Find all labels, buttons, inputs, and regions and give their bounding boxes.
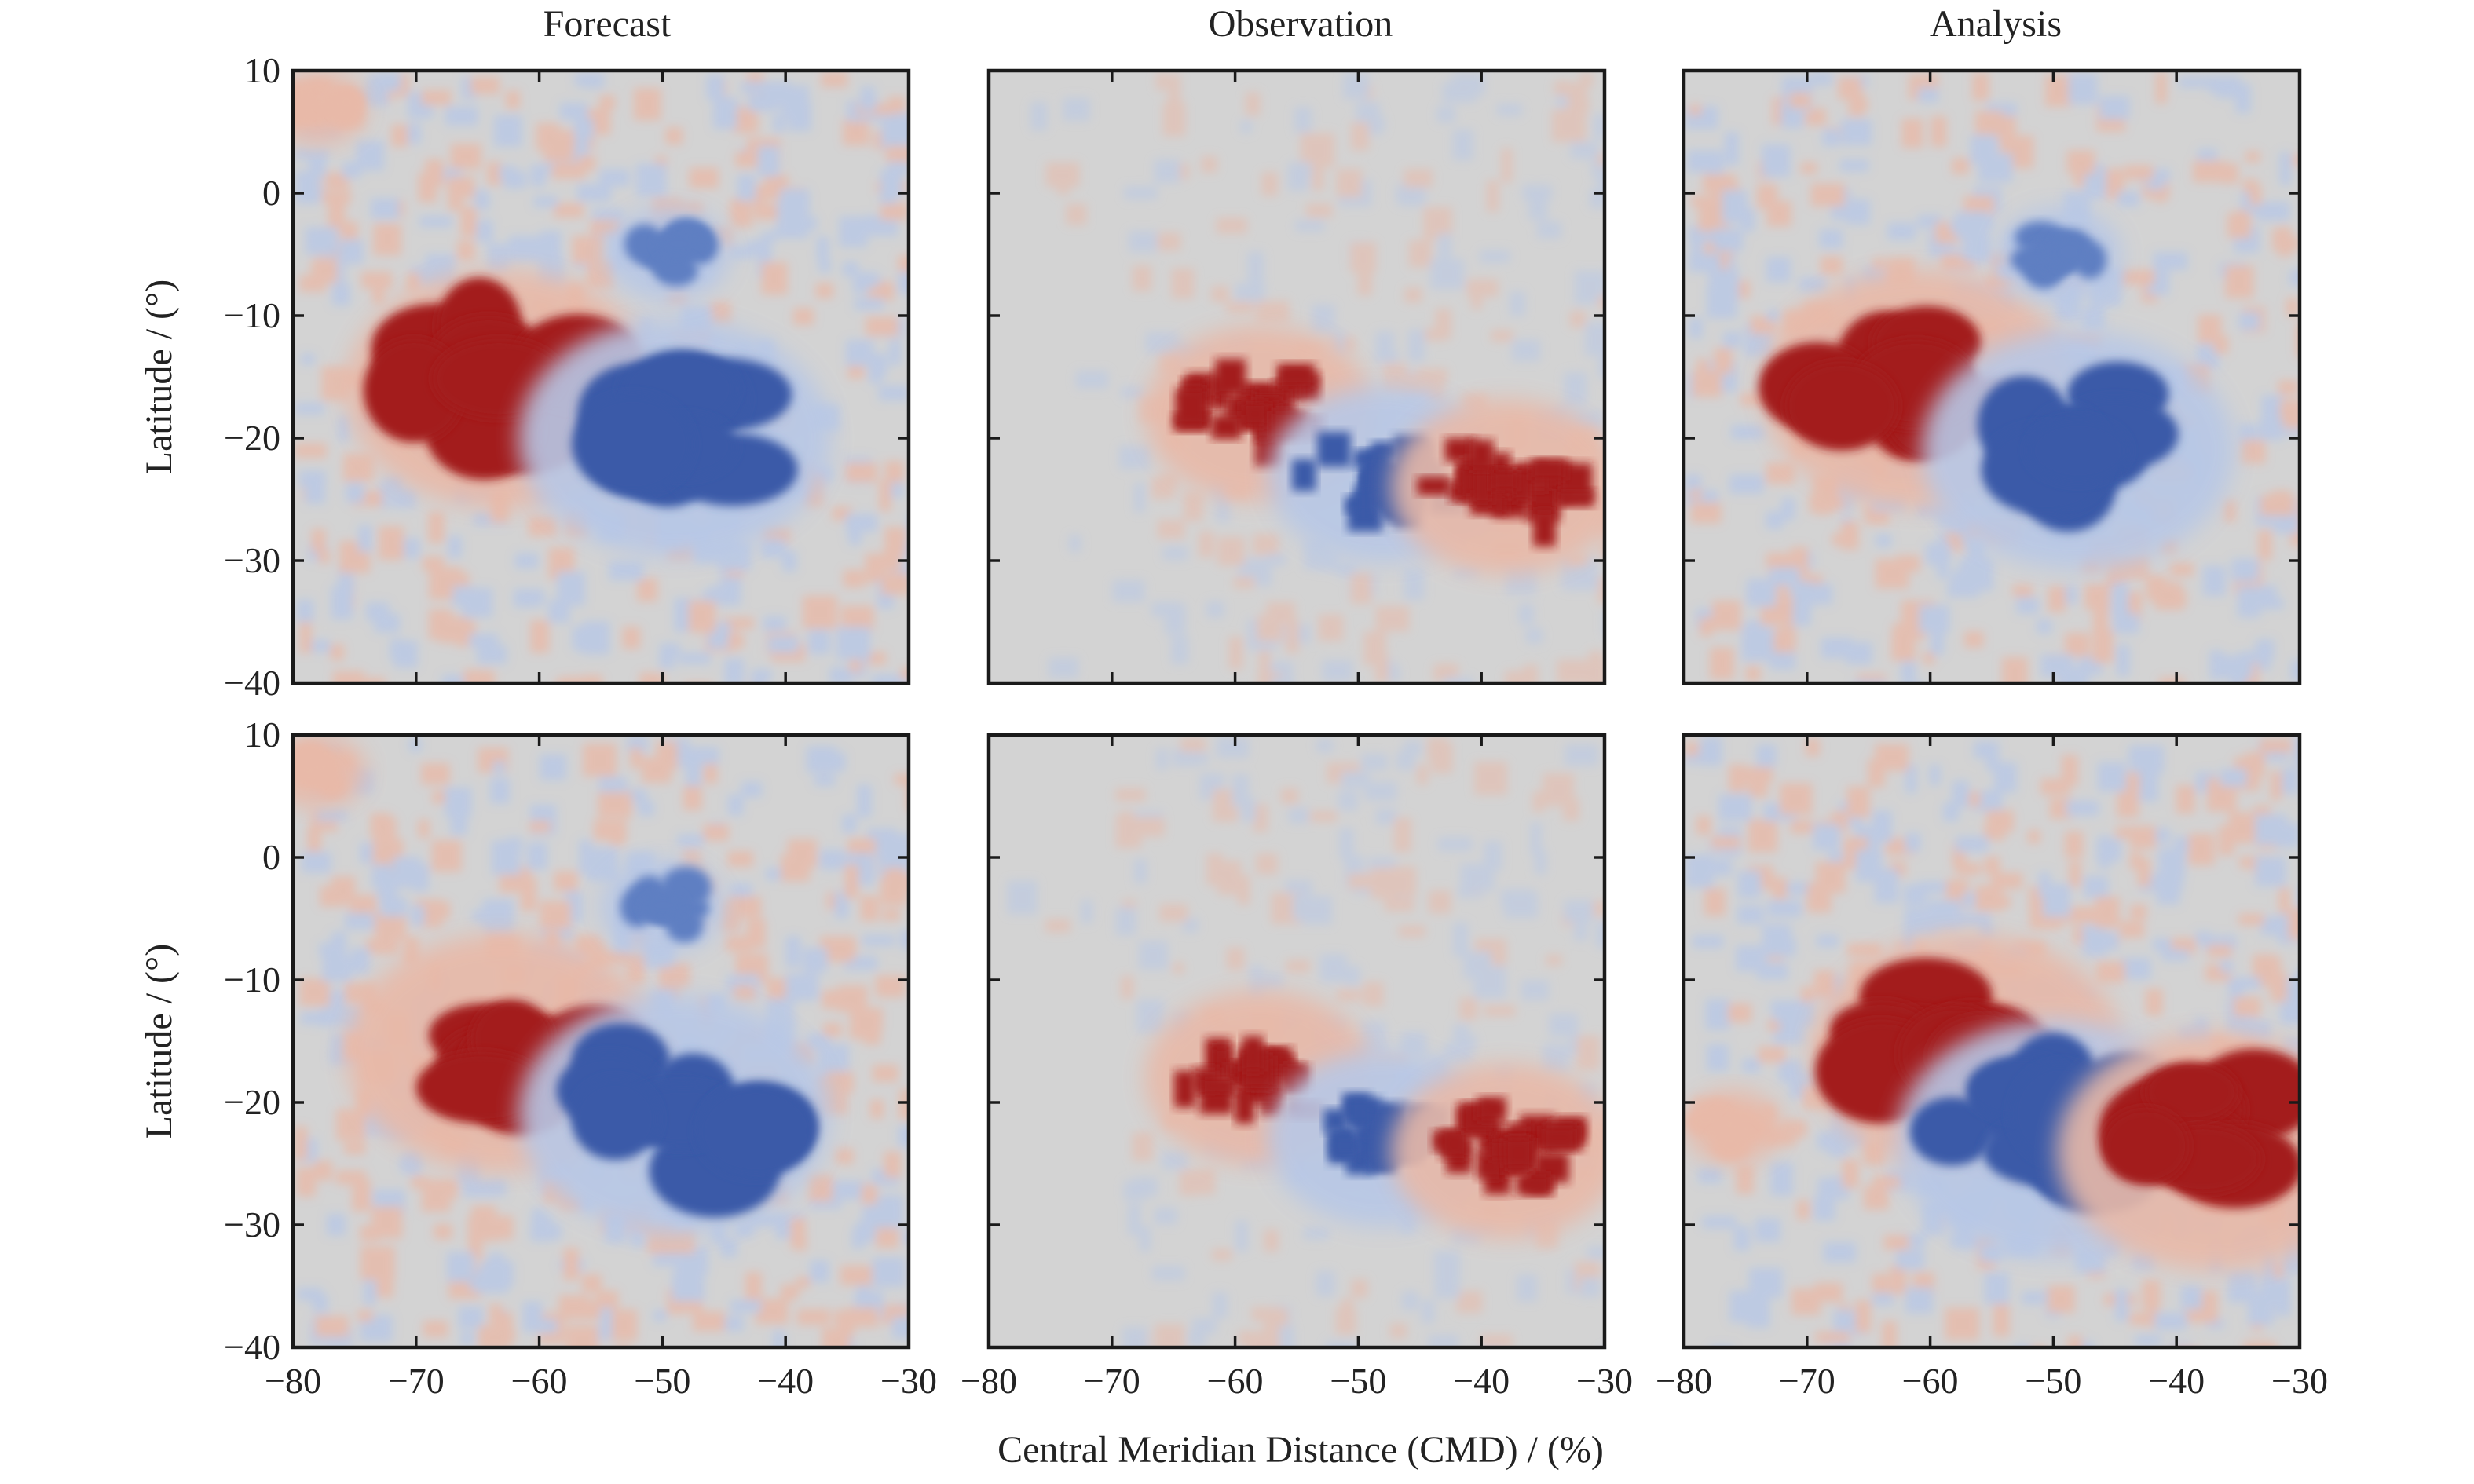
feature-negative-1 bbox=[518, 995, 832, 1234]
feature-positive-3 bbox=[293, 71, 368, 145]
y-tick-label: −10 bbox=[224, 959, 280, 1000]
x-tick-label: −30 bbox=[880, 1361, 937, 1401]
y-tick-label: −30 bbox=[224, 540, 280, 580]
panel-frame bbox=[291, 68, 911, 685]
feature-negative-2 bbox=[599, 858, 726, 955]
x-tick-label: −70 bbox=[388, 1361, 445, 1401]
y-tick-label: −30 bbox=[224, 1204, 280, 1245]
panel-forecast-row1: 10 0 −10 −20 −30 −40 bbox=[224, 50, 911, 703]
feature-positive-2 bbox=[2056, 1032, 2300, 1271]
col-title-analysis: Analysis bbox=[1930, 3, 2062, 45]
y-axis-label-bottom: Latitude / (°) bbox=[138, 944, 180, 1139]
x-tick-label: −50 bbox=[1330, 1361, 1386, 1401]
ticks bbox=[291, 69, 910, 685]
panel-frame bbox=[986, 733, 1607, 1350]
y-tick-label: −20 bbox=[224, 418, 280, 458]
panel-observation-row2: −80 −70 −60 −50 −40 −30 bbox=[961, 733, 1633, 1401]
feature-negative-1 bbox=[1921, 331, 2235, 570]
ticks bbox=[291, 733, 910, 1349]
panel-frame bbox=[1682, 68, 2302, 685]
ticks bbox=[987, 733, 1606, 1349]
panel-frame bbox=[986, 68, 1607, 685]
feature-positive-3 bbox=[293, 735, 368, 810]
panel-forecast-row2: 100−10−20−30−40−80 −70 −60 −50 −40 −30 bbox=[224, 715, 937, 1401]
feature-positive-0 bbox=[1144, 989, 1375, 1166]
x-tick-label: −60 bbox=[1207, 1361, 1264, 1401]
y-tick-label: −10 bbox=[224, 295, 280, 335]
feature-negative-1 bbox=[518, 319, 832, 557]
ticks bbox=[987, 69, 1606, 685]
x-axis-label: Central Meridian Distance (CMD) / (%) bbox=[997, 1429, 1604, 1471]
panel-observation-row1 bbox=[986, 68, 1607, 685]
y-tick-label: 0 bbox=[262, 173, 280, 213]
x-tick-label: −80 bbox=[1656, 1361, 1712, 1401]
x-tick-label: −30 bbox=[1576, 1361, 1633, 1401]
y-tick-label: −20 bbox=[224, 1082, 280, 1122]
x-tick-label: −80 bbox=[961, 1361, 1017, 1401]
col-title-forecast: Forecast bbox=[543, 3, 672, 45]
feature-positive-3 bbox=[1684, 1089, 1783, 1165]
y-axis-label-top: Latitude / (°) bbox=[138, 280, 180, 474]
panel-analysis-row2: −80 −70 −60 −50 −40 −30 bbox=[1656, 733, 2328, 1401]
axes-text: Forecast Observation Analysis Central Me… bbox=[138, 3, 2062, 1471]
x-tick-label: −40 bbox=[757, 1361, 814, 1401]
y-tick-label: 10 bbox=[244, 50, 280, 90]
feature-negative-2 bbox=[606, 207, 732, 302]
x-tick-label: −40 bbox=[1453, 1361, 1510, 1401]
y-tick-label: 10 bbox=[244, 715, 280, 755]
feature-positive-2 bbox=[1390, 399, 1605, 576]
ticks bbox=[1682, 69, 2301, 685]
x-tick-label: −60 bbox=[1902, 1361, 1959, 1401]
x-tick-label: −50 bbox=[634, 1361, 690, 1401]
x-tick-label: −60 bbox=[511, 1361, 568, 1401]
y-tick-label: −40 bbox=[224, 663, 280, 703]
panel-analysis-row1 bbox=[1682, 68, 2302, 685]
feature-positive-2 bbox=[1390, 1063, 1605, 1240]
x-tick-label: −30 bbox=[2271, 1361, 2328, 1401]
y-tick-label: −40 bbox=[224, 1327, 280, 1367]
x-tick-label: −70 bbox=[1084, 1361, 1140, 1401]
y-tick-label: 0 bbox=[262, 837, 280, 877]
x-tick-label: −50 bbox=[2025, 1361, 2081, 1401]
panel-frame bbox=[1682, 733, 2302, 1350]
feature-negative-2 bbox=[1996, 207, 2123, 302]
panel-frame bbox=[291, 733, 911, 1350]
ticks bbox=[1682, 733, 2301, 1349]
x-tick-label: −80 bbox=[265, 1361, 321, 1401]
col-title-observation: Observation bbox=[1209, 3, 1393, 45]
x-tick-label: −70 bbox=[1779, 1361, 1835, 1401]
x-tick-label: −40 bbox=[2148, 1361, 2205, 1401]
